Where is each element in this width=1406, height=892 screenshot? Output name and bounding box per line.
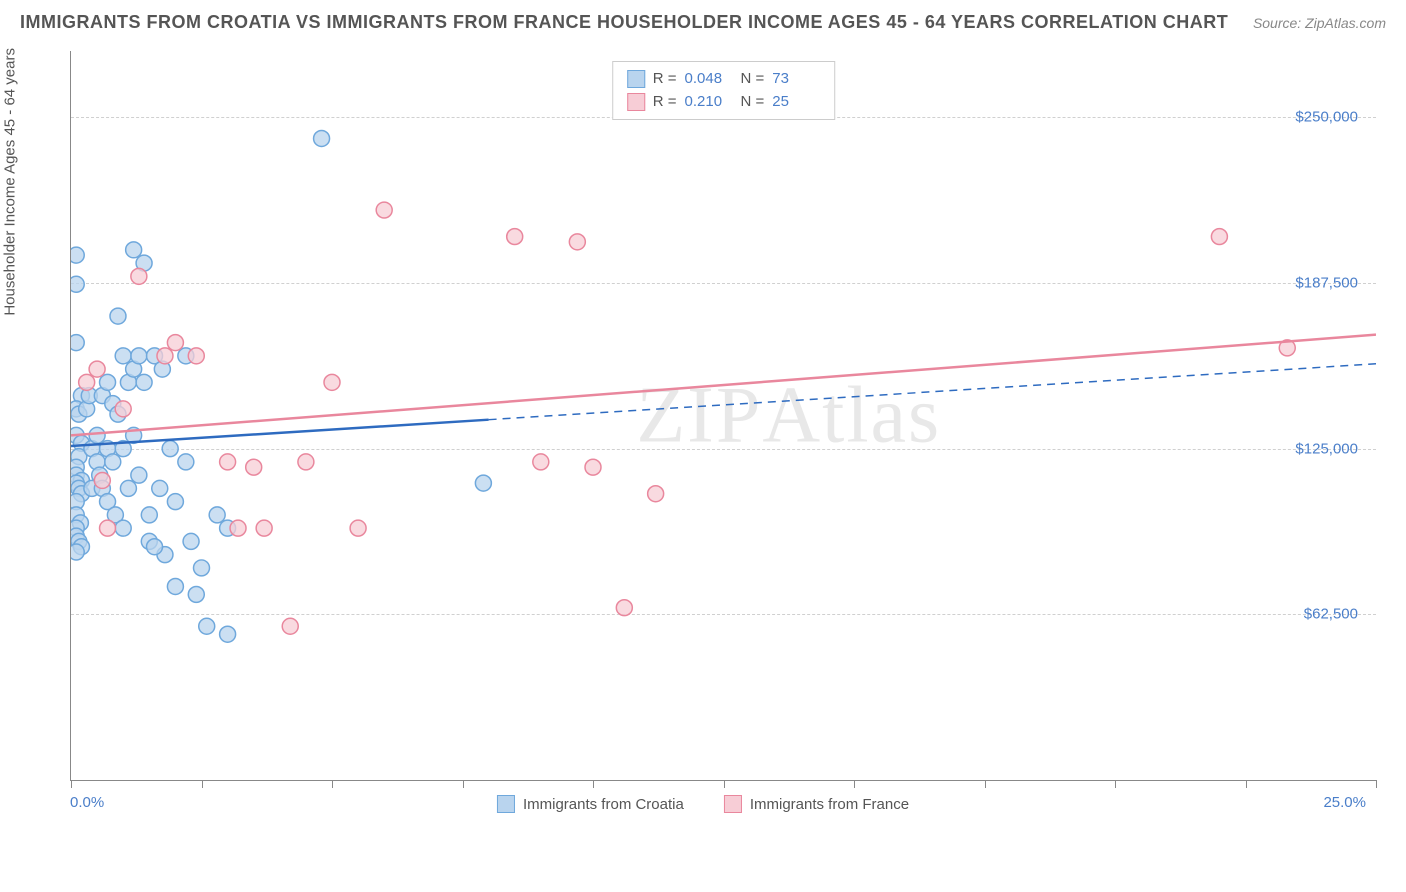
- scatter-point: [152, 480, 168, 496]
- correlation-legend: R = 0.048 N = 73 R = 0.210 N = 25: [612, 61, 836, 120]
- correlation-legend-row: R = 0.210 N = 25: [627, 91, 821, 114]
- legend-n-value: 73: [772, 68, 820, 91]
- legend-label: Immigrants from Croatia: [523, 796, 684, 813]
- correlation-legend-row: R = 0.048 N = 73: [627, 68, 821, 91]
- legend-r-value: 0.048: [685, 68, 733, 91]
- scatter-point: [115, 401, 131, 417]
- chart-container: Householder Income Ages 45 - 64 years ZI…: [20, 41, 1386, 841]
- scatter-point: [194, 560, 210, 576]
- chart-header: IMMIGRANTS FROM CROATIA VS IMMIGRANTS FR…: [0, 0, 1406, 41]
- x-tick: [332, 780, 333, 788]
- scatter-point: [230, 520, 246, 536]
- scatter-point: [507, 229, 523, 245]
- legend-n-label: N =: [741, 91, 765, 114]
- legend-swatch: [724, 795, 742, 813]
- x-tick: [593, 780, 594, 788]
- x-axis-min-label: 0.0%: [70, 794, 104, 811]
- scatter-point: [648, 486, 664, 502]
- scatter-point: [298, 454, 314, 470]
- scatter-point: [569, 234, 585, 250]
- legend-swatch: [497, 795, 515, 813]
- legend-item: Immigrants from France: [724, 795, 909, 813]
- x-tick: [1115, 780, 1116, 788]
- scatter-point: [178, 454, 194, 470]
- scatter-point: [167, 335, 183, 351]
- x-tick: [854, 780, 855, 788]
- plot-area: ZIPAtlas R =0.048N =73R =0.210N =25 $62,…: [70, 51, 1376, 781]
- x-tick: [985, 780, 986, 788]
- scatter-point: [79, 374, 95, 390]
- y-axis-label: Householder Income Ages 45 - 64 years: [2, 48, 19, 316]
- scatter-point: [220, 626, 236, 642]
- legend-item: Immigrants from Croatia: [497, 795, 684, 813]
- scatter-point: [71, 335, 84, 351]
- scatter-point: [71, 276, 84, 292]
- legend-r-label: R =: [653, 68, 677, 91]
- scatter-point: [89, 361, 105, 377]
- scatter-point: [136, 374, 152, 390]
- scatter-point: [105, 454, 121, 470]
- scatter-point: [131, 467, 147, 483]
- x-tick: [1376, 780, 1377, 788]
- scatter-point: [246, 459, 262, 475]
- scatter-point: [147, 539, 163, 555]
- scatter-point: [167, 578, 183, 594]
- scatter-point: [376, 202, 392, 218]
- x-axis-max-label: 25.0%: [1323, 794, 1366, 811]
- scatter-point: [115, 520, 131, 536]
- scatter-point: [183, 533, 199, 549]
- x-tick: [724, 780, 725, 788]
- scatter-point: [131, 348, 147, 364]
- scatter-point: [115, 348, 131, 364]
- chart-title: IMMIGRANTS FROM CROATIA VS IMMIGRANTS FR…: [20, 12, 1228, 33]
- scatter-point: [167, 494, 183, 510]
- scatter-point: [199, 618, 215, 634]
- scatter-point: [533, 454, 549, 470]
- scatter-point: [324, 374, 340, 390]
- legend-swatch: [627, 93, 645, 111]
- scatter-point: [350, 520, 366, 536]
- trend-line: [71, 335, 1376, 436]
- scatter-point: [314, 130, 330, 146]
- legend-r-value: 0.210: [685, 91, 733, 114]
- scatter-point: [71, 247, 84, 263]
- scatter-point: [220, 454, 236, 470]
- legend-label: Immigrants from France: [750, 796, 909, 813]
- legend-r-label: R =: [653, 91, 677, 114]
- scatter-point: [126, 242, 142, 258]
- scatter-point: [256, 520, 272, 536]
- x-tick: [463, 780, 464, 788]
- x-tick: [202, 780, 203, 788]
- scatter-point: [616, 600, 632, 616]
- scatter-point: [94, 472, 110, 488]
- scatter-point: [131, 268, 147, 284]
- scatter-point: [188, 348, 204, 364]
- scatter-point: [585, 459, 601, 475]
- scatter-point: [100, 520, 116, 536]
- legend-n-value: 25: [772, 91, 820, 114]
- scatter-point: [89, 427, 105, 443]
- scatter-point: [71, 544, 84, 560]
- chart-source: Source: ZipAtlas.com: [1253, 15, 1386, 31]
- scatter-point: [162, 441, 178, 457]
- scatter-point: [209, 507, 225, 523]
- scatter-point: [282, 618, 298, 634]
- legend-swatch: [627, 70, 645, 88]
- scatter-point: [188, 586, 204, 602]
- scatter-point: [110, 308, 126, 324]
- scatter-point: [120, 480, 136, 496]
- scatter-plot-svg: [71, 51, 1376, 780]
- series-legend: Immigrants from Croatia Immigrants from F…: [497, 795, 909, 813]
- x-tick: [71, 780, 72, 788]
- scatter-point: [141, 507, 157, 523]
- scatter-point: [100, 374, 116, 390]
- scatter-point: [157, 348, 173, 364]
- legend-n-label: N =: [741, 68, 765, 91]
- x-tick: [1246, 780, 1247, 788]
- scatter-point: [1211, 229, 1227, 245]
- scatter-point: [475, 475, 491, 491]
